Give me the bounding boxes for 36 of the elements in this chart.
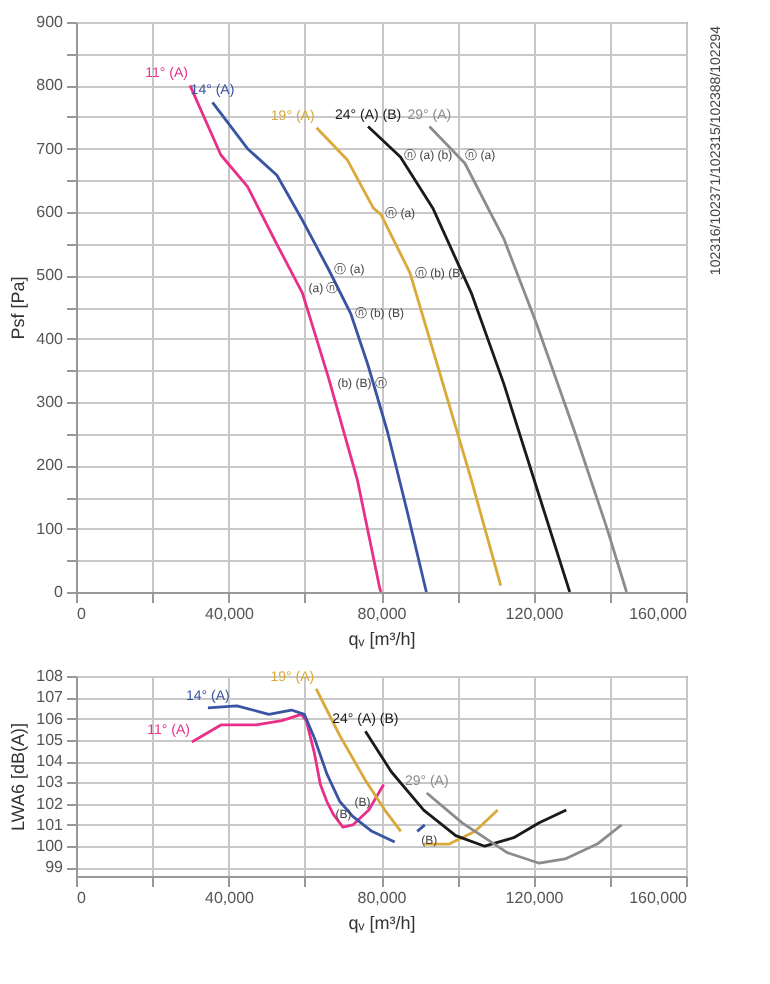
y-axis-title: LWA6 [dB(A)] [8,722,29,832]
x-tick-label: 40,000 [205,605,256,623]
line-series [188,83,383,592]
y-tick-label: 106 [36,709,65,728]
y-tick-label: 500 [36,266,65,285]
x-axis-title: qᵥ [m³/h] [348,629,416,649]
y-tick-label: 99 [45,858,65,877]
y-tick-label: 700 [36,139,65,158]
y-tick-label: 0 [54,583,65,601]
y-tick-label: 400 [36,329,65,348]
x-tick-label: 0 [77,605,87,623]
y-tick-label: 200 [36,456,65,475]
x-axis-title: qᵥ [m³/h] [348,913,416,933]
line-series [425,791,623,865]
y-tick-label: 100 [36,837,65,856]
x-tick-label: 80,000 [357,889,408,907]
y-axis-title: Psf [Pa] [8,276,29,340]
y-tick-label: 105 [36,730,65,749]
x-tick-label: 40,000 [205,889,256,907]
x-tick-label: 160,000 [629,605,689,623]
x-tick-label: 0 [77,889,87,907]
y-tick-label: 600 [36,203,65,221]
y-tick-label: 800 [36,76,65,95]
x-tick-label: 120,000 [505,605,565,623]
y-tick-label: 101 [36,815,65,834]
y-tick-label: 100 [36,519,65,538]
y-tick-label: 104 [36,752,65,771]
x-tick-label: 160,000 [629,889,689,907]
y-tick-label: 108 [36,667,65,685]
y-tick-label: 107 [36,688,65,707]
y-tick-label: 900 [36,13,65,31]
y-tick-label: 300 [36,393,65,411]
x-tick-label: 120,000 [505,889,565,907]
y-tick-label: 103 [36,773,65,792]
x-tick-label: 80,000 [357,605,408,623]
y-tick-label: 102 [36,794,65,813]
